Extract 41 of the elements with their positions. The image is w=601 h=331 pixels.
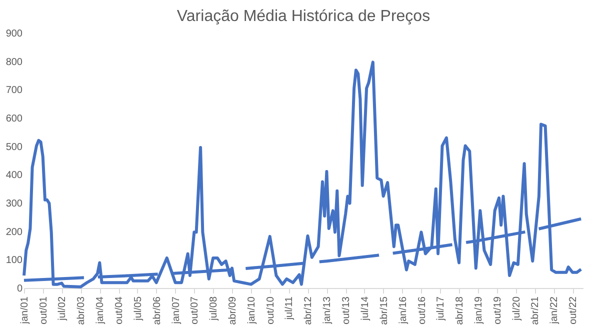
- x-tick-label: jul/11: [284, 296, 296, 321]
- x-tick-label: out/07: [190, 296, 201, 324]
- y-tick-label: 300: [6, 198, 23, 210]
- x-tick-label: out/16: [416, 296, 428, 324]
- x-tick-label: jan/10: [246, 296, 258, 325]
- x-tick-label: abr/03: [76, 296, 88, 325]
- x-tick-label: jul/17: [436, 296, 447, 322]
- x-tick-label: jan/16: [398, 296, 409, 325]
- chart-title: Variação Média Histórica de Preços: [176, 8, 430, 25]
- x-tick-label: jan/04: [95, 296, 106, 325]
- x-tick-label: out/13: [341, 296, 352, 324]
- x-tick-label: out/22: [568, 296, 580, 324]
- x-tick-label: jan/19: [474, 296, 485, 325]
- x-tick-label: abr/09: [228, 296, 239, 325]
- x-tick-label: abr/18: [454, 296, 466, 325]
- x-tick-label: abr/12: [303, 296, 314, 325]
- x-tick-label: jul/08: [208, 296, 220, 322]
- x-tick-label: jul/14: [360, 296, 371, 322]
- x-tick-label: jul/02: [57, 296, 68, 322]
- y-tick-label: 700: [6, 85, 23, 96]
- y-tick-label: 200: [6, 226, 23, 238]
- x-tick-label: abr/21: [530, 296, 542, 325]
- y-tick-label: 900: [6, 28, 23, 40]
- y-tick-label: 100: [6, 255, 23, 266]
- y-tick-label: 600: [6, 114, 23, 124]
- x-tick-label: out/01: [38, 296, 50, 324]
- x-tick-label: abr/15: [378, 296, 390, 325]
- x-tick-label: abr/06: [152, 296, 163, 325]
- x-tick-label: out/10: [265, 296, 276, 324]
- y-tick-label: 0: [16, 284, 23, 294]
- x-tick-label: jan/01: [20, 296, 30, 325]
- x-tick-label: jul/20: [511, 296, 522, 322]
- x-tick-label: jan/07: [170, 296, 182, 325]
- y-tick-label: 800: [6, 56, 23, 68]
- x-tick-label: jan/13: [322, 296, 334, 325]
- x-tick-label: out/19: [492, 296, 504, 324]
- x-tick-label: jan/22: [549, 296, 560, 325]
- y-tick-label: 400: [6, 170, 23, 182]
- x-tick-label: out/04: [114, 296, 126, 324]
- x-tick-label: jul/05: [132, 296, 144, 322]
- y-tick-label: 500: [6, 142, 23, 153]
